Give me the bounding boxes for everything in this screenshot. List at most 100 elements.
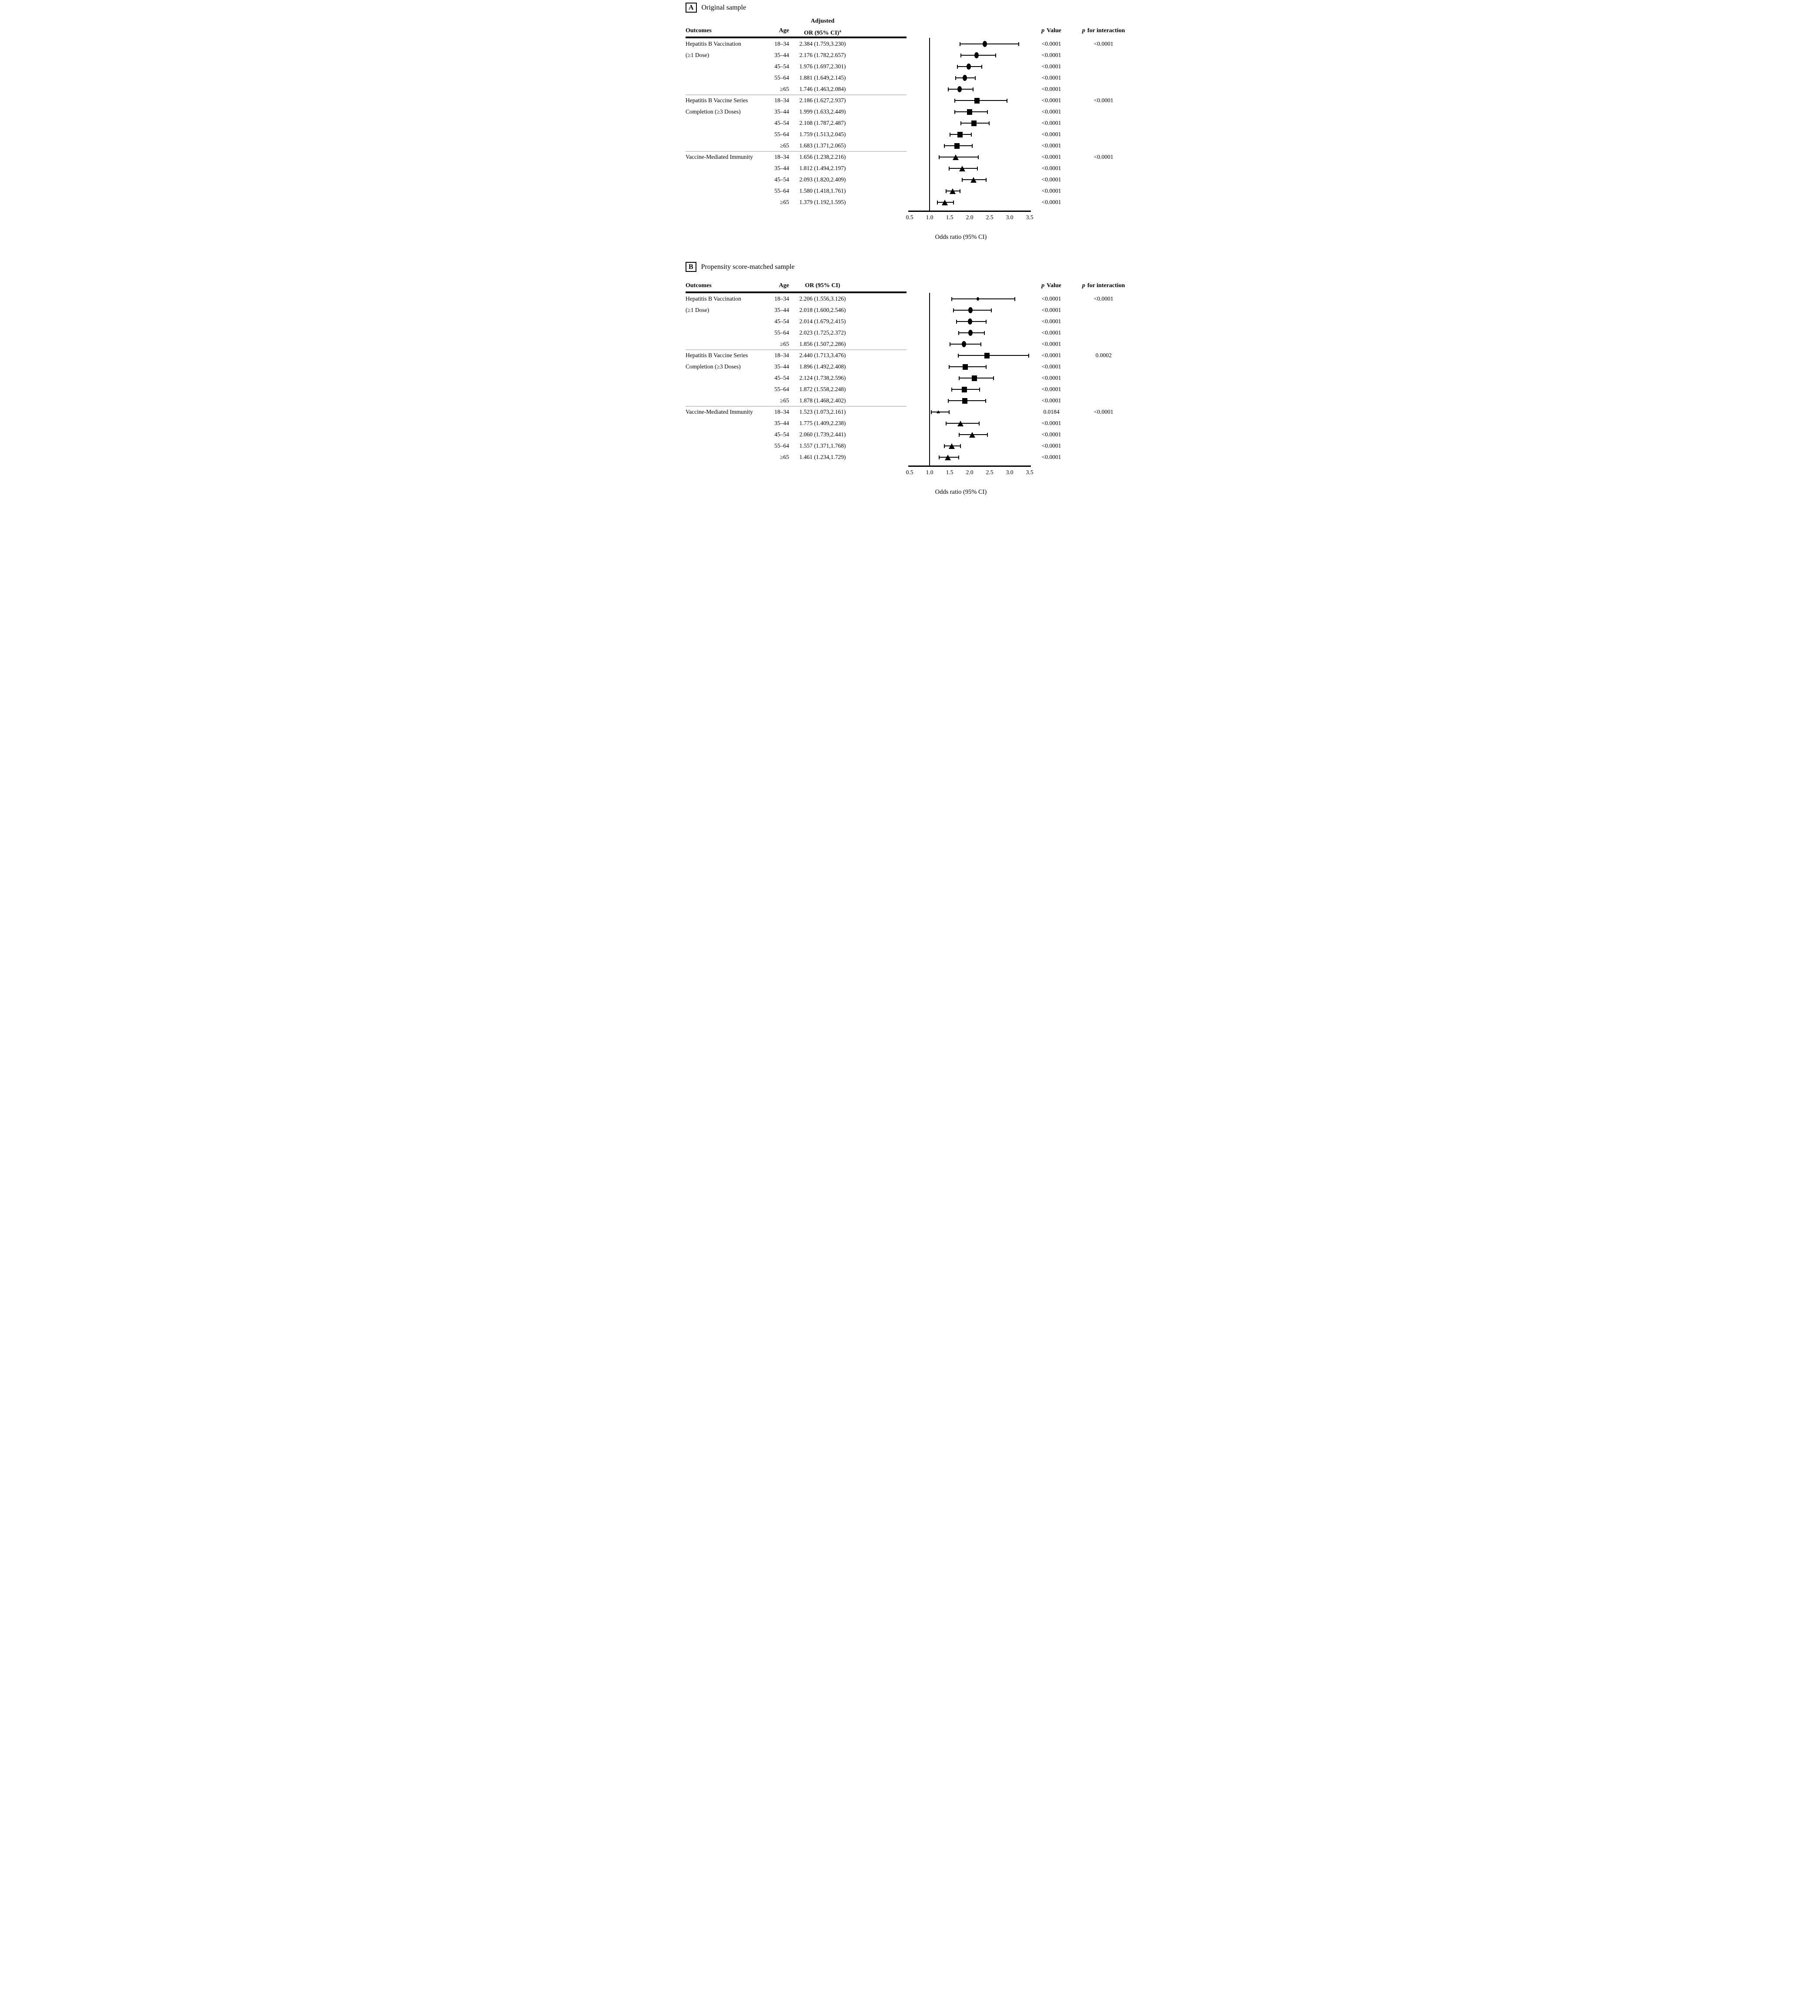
axis-title: Odds ratio (95% CI) xyxy=(935,234,987,241)
p-value: <0.0001 xyxy=(1041,165,1061,171)
or-header-orci-text: OR (95% CI) xyxy=(805,282,840,289)
ci-cap-left xyxy=(949,365,950,369)
ci-cap-right xyxy=(979,387,980,392)
marker-square xyxy=(984,352,990,358)
age-label: 35–44 xyxy=(774,420,789,426)
ci-cap-right xyxy=(981,64,982,69)
axis-tick-label: 1.0 xyxy=(926,469,933,476)
ci-cap-left xyxy=(960,53,961,57)
marker-circle xyxy=(983,41,987,47)
or-ci-value: 2.014 (1.679,2.415) xyxy=(799,318,846,325)
ci-cap-right xyxy=(953,200,954,204)
ci-cap-right xyxy=(975,76,976,80)
p-value: <0.0001 xyxy=(1041,199,1061,205)
outcome-label: Hepatitis B Vaccine Series xyxy=(686,97,748,104)
p-value: <0.0001 xyxy=(1041,52,1061,58)
p-value-header-italic-p: p xyxy=(1041,282,1045,289)
outcome-label: (≥1 Dose) xyxy=(686,52,709,58)
reference-line xyxy=(929,38,930,211)
axis-tick-label: 2.5 xyxy=(986,214,994,221)
outcome-label: Hepatitis B Vaccination xyxy=(686,40,741,47)
header-rule xyxy=(686,37,907,38)
marker-circle xyxy=(966,64,971,70)
ci-cap-right xyxy=(977,155,979,159)
or-ci-value: 2.124 (1.738,2.596) xyxy=(799,375,846,381)
or-ci-value: 1.759 (1.513,2.045) xyxy=(799,131,846,137)
ci-cap-left xyxy=(958,432,960,437)
p-value: <0.0001 xyxy=(1041,86,1061,92)
axis-title: Odds ratio (95% CI) xyxy=(935,489,987,496)
or-ci-value: 2.023 (1.725,2.372) xyxy=(799,329,846,336)
axis-tick-label: 2.0 xyxy=(966,214,974,221)
p-value: <0.0001 xyxy=(1041,108,1061,115)
ci-cap-right xyxy=(985,399,986,403)
or-ci-value: 2.440 (1.713,3.476) xyxy=(799,352,846,358)
or-ci-value: 1.523 (1.073,2.161) xyxy=(799,409,846,415)
p-value: <0.0001 xyxy=(1041,329,1061,336)
p-value: <0.0001 xyxy=(1041,341,1061,347)
ci-cap-left xyxy=(948,399,949,403)
p-value: <0.0001 xyxy=(1041,318,1061,325)
marker-square xyxy=(972,375,977,381)
outcome-label: Hepatitis B Vaccine Series xyxy=(686,352,748,358)
ci-cap-left xyxy=(945,421,947,425)
p-value: <0.0001 xyxy=(1041,295,1061,302)
or-ci-value: 1.379 (1.192,1.595) xyxy=(799,199,846,205)
column-header-p-interaction: p for interaction xyxy=(1069,26,1138,36)
marker-square xyxy=(957,131,963,137)
or-ci-value: 1.976 (1.697,2.301) xyxy=(799,63,846,70)
ci-cap-right xyxy=(1018,42,1020,46)
panel-b: B Propensity score-matched sample Outcomes… xyxy=(682,261,1138,504)
or-ci-value: 2.108 (1.787,2.487) xyxy=(799,120,846,126)
marker-triangle xyxy=(957,420,964,426)
or-header-footnote-marker: a xyxy=(839,29,841,33)
group-separator xyxy=(686,349,907,350)
group-separator xyxy=(686,94,907,95)
marker-square xyxy=(971,120,977,126)
ci-line xyxy=(954,100,1007,101)
age-label: 18–34 xyxy=(774,295,789,302)
age-label: 35–44 xyxy=(774,363,789,370)
outcome-label: Completion (≥3 Doses) xyxy=(686,363,741,370)
ci-cap-left xyxy=(957,64,958,69)
marker-triangle xyxy=(950,188,956,194)
axis-tick-label: 3.0 xyxy=(1006,469,1014,476)
age-label: 35–44 xyxy=(774,165,789,171)
age-label: 18–34 xyxy=(774,97,789,104)
marker-square xyxy=(962,386,967,392)
ci-cap-right xyxy=(995,53,997,57)
or-ci-value: 1.656 (1.238,2.216) xyxy=(799,154,846,160)
age-label: 18–34 xyxy=(774,154,789,160)
marker-square xyxy=(962,398,967,404)
age-label: 18–34 xyxy=(774,352,789,358)
p-value: <0.0001 xyxy=(1041,131,1061,137)
or-ci-value: 2.060 (1.739,2.441) xyxy=(799,431,846,438)
ci-cap-left xyxy=(951,387,953,392)
ci-cap-left xyxy=(955,76,956,80)
age-label: 45–54 xyxy=(774,63,789,70)
age-label: 18–34 xyxy=(774,40,789,47)
ci-cap-left xyxy=(962,177,963,182)
p-value-header-text: Value xyxy=(1047,282,1061,289)
outcome-label: Vaccine-Mediated Immunity xyxy=(686,409,753,415)
axis-tick-label: 1.5 xyxy=(946,214,953,221)
age-label: 55–64 xyxy=(774,74,789,81)
ci-cap-right xyxy=(1028,353,1029,358)
ci-cap-left xyxy=(953,308,954,312)
ci-cap-left xyxy=(930,410,932,414)
marker-square xyxy=(963,364,968,370)
p-value-header-text: Value xyxy=(1047,27,1061,34)
or-ci-value: 2.186 (1.627,2.937) xyxy=(799,97,846,104)
ci-cap-right xyxy=(987,432,988,437)
age-label: 35–44 xyxy=(774,307,789,313)
axis-tick-label: 0.5 xyxy=(906,214,913,221)
or-ci-value: 2.384 (1.759,3.230) xyxy=(799,40,846,47)
p-value: <0.0001 xyxy=(1041,176,1061,183)
panel-head: A Original sample xyxy=(686,3,746,13)
age-label: ≥65 xyxy=(780,86,789,92)
or-ci-value: 1.775 (1.409,2.238) xyxy=(799,420,846,426)
marker-circle xyxy=(968,318,973,325)
marker-triangle xyxy=(937,410,940,414)
group-separator xyxy=(686,151,907,152)
marker-circle xyxy=(968,330,973,336)
